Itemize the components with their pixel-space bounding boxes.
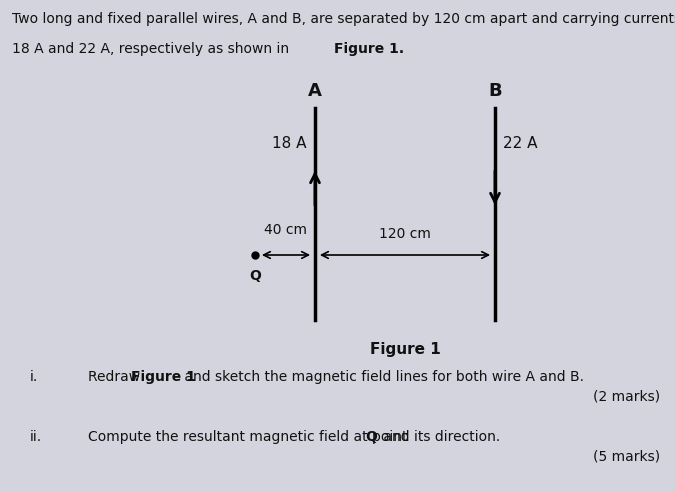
- Text: (5 marks): (5 marks): [593, 450, 660, 464]
- Text: Redraw: Redraw: [88, 370, 144, 384]
- Text: ii.: ii.: [30, 430, 42, 444]
- Text: Two long and fixed parallel wires, A and B, are separated by 120 cm apart and ca: Two long and fixed parallel wires, A and…: [12, 12, 675, 26]
- Text: 40 cm: 40 cm: [264, 223, 307, 237]
- Text: Compute the resultant magnetic field at point: Compute the resultant magnetic field at …: [88, 430, 412, 444]
- Text: and its direction.: and its direction.: [379, 430, 500, 444]
- Text: and sketch the magnetic field lines for both wire A and B.: and sketch the magnetic field lines for …: [180, 370, 584, 384]
- Text: Q: Q: [249, 269, 261, 283]
- Text: B: B: [488, 82, 502, 100]
- Text: A: A: [308, 82, 322, 100]
- Text: Figure 1: Figure 1: [131, 370, 196, 384]
- Text: 18 A and 22 A, respectively as shown in: 18 A and 22 A, respectively as shown in: [12, 42, 294, 56]
- Text: i.: i.: [30, 370, 38, 384]
- Text: (2 marks): (2 marks): [593, 390, 660, 404]
- Text: Figure 1: Figure 1: [370, 342, 440, 357]
- Text: Figure 1.: Figure 1.: [334, 42, 404, 56]
- Text: Q: Q: [365, 430, 377, 444]
- Text: 22 A: 22 A: [503, 136, 537, 151]
- Text: 120 cm: 120 cm: [379, 227, 431, 241]
- Text: 18 A: 18 A: [273, 136, 307, 151]
